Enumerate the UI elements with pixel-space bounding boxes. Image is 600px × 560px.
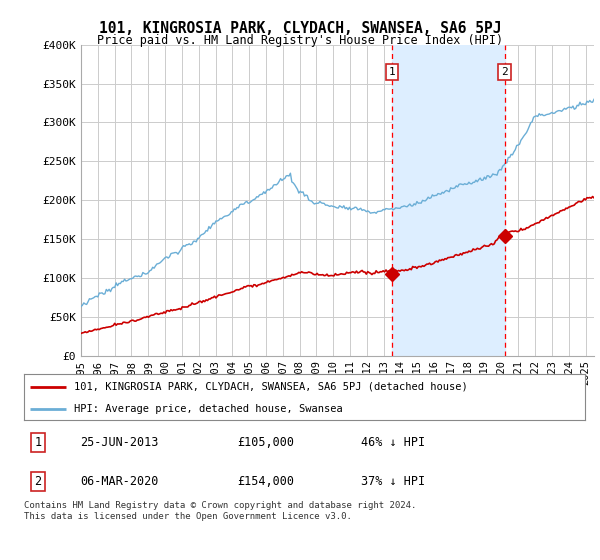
Text: 06-MAR-2020: 06-MAR-2020 <box>80 475 158 488</box>
Text: 1: 1 <box>388 67 395 77</box>
Text: 25-JUN-2013: 25-JUN-2013 <box>80 436 158 449</box>
Text: Contains HM Land Registry data © Crown copyright and database right 2024.
This d: Contains HM Land Registry data © Crown c… <box>24 501 416 521</box>
Text: 1: 1 <box>34 436 41 449</box>
Text: £105,000: £105,000 <box>237 436 294 449</box>
Text: 2: 2 <box>501 67 508 77</box>
Text: 46% ↓ HPI: 46% ↓ HPI <box>361 436 425 449</box>
Text: 101, KINGROSIA PARK, CLYDACH, SWANSEA, SA6 5PJ: 101, KINGROSIA PARK, CLYDACH, SWANSEA, S… <box>99 21 501 36</box>
Text: 2: 2 <box>34 475 41 488</box>
Bar <box>392 45 505 356</box>
Text: 101, KINGROSIA PARK, CLYDACH, SWANSEA, SA6 5PJ (detached house): 101, KINGROSIA PARK, CLYDACH, SWANSEA, S… <box>74 382 468 392</box>
Text: HPI: Average price, detached house, Swansea: HPI: Average price, detached house, Swan… <box>74 404 343 413</box>
Text: Price paid vs. HM Land Registry's House Price Index (HPI): Price paid vs. HM Land Registry's House … <box>97 34 503 46</box>
Text: 37% ↓ HPI: 37% ↓ HPI <box>361 475 425 488</box>
Text: £154,000: £154,000 <box>237 475 294 488</box>
